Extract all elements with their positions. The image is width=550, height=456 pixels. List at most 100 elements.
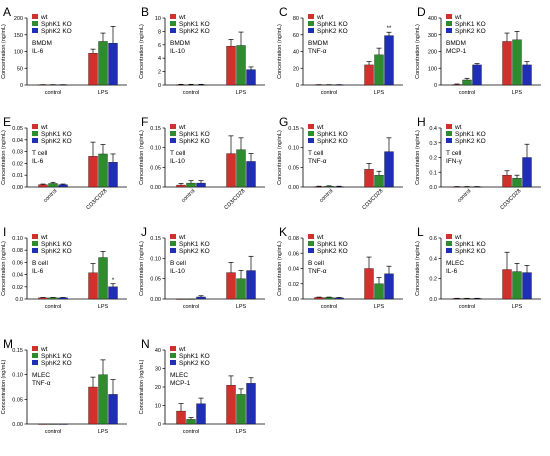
y-tick-label: 0.2 <box>429 156 437 162</box>
panel-letter: M <box>3 337 13 351</box>
x-tick-label: control <box>183 90 200 96</box>
y-tick-label: 0.08 <box>12 248 23 254</box>
panel-title-line: BMDM <box>308 40 328 47</box>
x-tick-label: control <box>183 429 200 435</box>
y-tick-label: 0.01 <box>12 173 23 179</box>
panel-letter: L <box>417 225 424 239</box>
panel-title-line: TNF-α <box>308 268 327 275</box>
x-tick-label: CD3/CD28 <box>499 188 522 211</box>
legend-swatch <box>446 28 452 33</box>
x-tick-label: control <box>456 188 472 204</box>
bar <box>88 53 98 86</box>
bar <box>186 298 196 300</box>
legend-label: SphK2 KO <box>179 248 210 255</box>
legend-swatch <box>170 21 176 26</box>
bar <box>58 297 68 300</box>
legend-swatch <box>446 14 452 19</box>
bar <box>98 153 108 188</box>
y-tick-label: 60 <box>293 33 299 39</box>
y-tick-label: 0.1 <box>429 170 437 176</box>
x-tick-label: control <box>42 188 58 204</box>
bar <box>186 419 196 425</box>
legend-label: SphK2 KO <box>41 360 72 367</box>
bar <box>176 84 186 86</box>
legend-label: wt <box>178 124 186 131</box>
y-tick-label: 0.00 <box>150 297 161 303</box>
legend-swatch <box>308 241 314 246</box>
legend-swatch <box>32 353 38 358</box>
panel-title-line: T cell <box>32 150 48 157</box>
bar <box>226 272 236 300</box>
y-tick-label: 0 <box>296 83 299 89</box>
x-tick-label: LPS <box>98 304 109 310</box>
panel-title-line: T cell <box>308 150 324 157</box>
y-tick-label: 0 <box>434 83 437 89</box>
panel-letter: F <box>141 115 148 129</box>
panel-letter: I <box>3 225 6 239</box>
legend-label: SphK2 KO <box>455 138 486 145</box>
panel-letter: G <box>279 115 288 129</box>
bar <box>88 272 98 300</box>
y-tick-label: 0.15 <box>150 126 161 132</box>
panel-title-line: TNF-α <box>308 48 327 55</box>
legend-swatch <box>32 124 38 129</box>
legend-label: SphK2 KO <box>41 248 72 255</box>
legend-swatch <box>308 28 314 33</box>
legend-label: wt <box>40 346 48 353</box>
y-tick-label: 0.04 <box>12 273 23 279</box>
y-tick-label: 0.3 <box>429 141 437 147</box>
panel-letter: E <box>3 115 11 129</box>
bar <box>236 45 246 86</box>
x-tick-label: LPS <box>374 90 385 96</box>
x-tick-label: LPS <box>98 90 109 96</box>
panel-letter: J <box>141 225 147 239</box>
legend-label: wt <box>40 234 48 241</box>
bar <box>108 286 118 300</box>
y-tick-label: 0.00 <box>12 422 23 428</box>
legend-swatch <box>32 28 38 33</box>
y-tick-label: 150 <box>14 33 23 39</box>
y-axis-label: Concentration (ng/mL) <box>277 24 283 79</box>
bar <box>48 297 58 300</box>
x-tick-label: LPS <box>374 304 385 310</box>
bar <box>48 183 58 188</box>
panel-title-line: TNF-α <box>32 380 51 387</box>
legend-label: SphK1 KO <box>179 241 210 248</box>
panel-title-line: MLEC <box>170 372 188 379</box>
x-tick-label: LPS <box>236 429 247 435</box>
legend-swatch <box>170 353 176 358</box>
legend-label: SphK2 KO <box>179 360 210 367</box>
legend-swatch <box>170 248 176 253</box>
y-tick-label: 20 <box>293 66 299 72</box>
y-tick-label: 40 <box>293 50 299 56</box>
legend-swatch <box>170 360 176 365</box>
y-axis-label: Concentration (ng/mL) <box>415 24 421 79</box>
bar <box>176 410 186 425</box>
x-tick-label: LPS <box>98 429 109 435</box>
y-axis-label: Concentration (ng/mL) <box>139 24 145 79</box>
bar <box>186 182 196 188</box>
y-tick-label: 2 <box>158 70 161 76</box>
legend-swatch <box>170 234 176 239</box>
panel-title-line: MCP-1 <box>446 48 467 55</box>
y-tick-label: 0.0 <box>429 185 437 191</box>
bar <box>48 423 58 425</box>
bar <box>226 45 236 86</box>
y-tick-label: 0.05 <box>288 165 299 171</box>
bar <box>472 64 482 86</box>
legend-label: SphK2 KO <box>317 248 348 255</box>
y-tick-label: 0.03 <box>12 150 23 156</box>
legend-swatch <box>32 248 38 253</box>
legend-label: SphK1 KO <box>41 241 72 248</box>
y-tick-label: 0.06 <box>12 260 23 266</box>
y-tick-label: 8 <box>158 29 161 35</box>
legend-label: SphK1 KO <box>455 21 486 28</box>
x-tick-label: LPS <box>512 304 523 310</box>
y-axis-label: Concentration (ng/mL) <box>1 130 7 185</box>
x-tick-label: control <box>183 304 200 310</box>
y-tick-label: 0.15 <box>288 126 299 132</box>
